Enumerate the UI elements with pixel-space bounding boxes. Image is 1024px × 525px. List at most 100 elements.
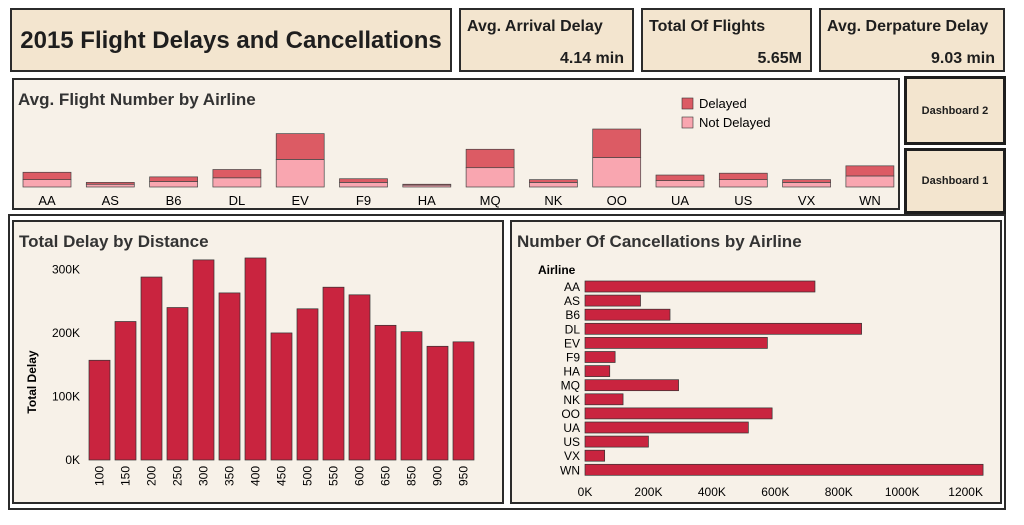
y-tick-label: UA: [563, 421, 580, 435]
bar: [400, 331, 423, 461]
kpi-value: 4.14 min: [559, 50, 624, 67]
y-tick-label: DL: [565, 322, 581, 336]
x-tick-label: 600: [353, 466, 367, 486]
x-tick-label: 900: [431, 466, 445, 486]
bar: [584, 365, 611, 377]
bar-delayed: [275, 133, 325, 160]
x-tick-label: B6: [166, 193, 182, 208]
bar-delayed: [592, 128, 642, 158]
x-tick-label: 800K: [825, 485, 853, 499]
x-tick-label: HA: [418, 193, 436, 208]
bar-not-delayed: [718, 179, 768, 188]
chart-title: Avg. Flight Number by Airline: [18, 90, 256, 109]
y-tick-label: F9: [566, 351, 580, 365]
bar: [584, 379, 679, 392]
x-tick-label: 850: [405, 466, 419, 486]
x-tick-label: VX: [798, 193, 816, 208]
bar: [348, 294, 371, 461]
bar-not-delayed: [782, 182, 831, 188]
x-tick-label: 550: [327, 466, 341, 486]
kpi-total-flights: Total Of Flights 5.65M: [641, 8, 812, 72]
bar: [192, 259, 215, 461]
x-tick-label: 150: [119, 466, 133, 486]
x-tick-label: AA: [38, 193, 56, 208]
x-tick-label: EV: [292, 193, 310, 208]
bar: [584, 407, 773, 420]
x-tick-label: 650: [379, 466, 393, 486]
x-tick-label: AS: [102, 193, 120, 208]
legend-not-delayed-swatch: [681, 116, 694, 129]
legend-not-delayed-label: Not Delayed: [699, 115, 771, 130]
x-tick-label: 600K: [761, 485, 789, 499]
bar-not-delayed: [212, 177, 262, 188]
kpi-arrival-delay: Avg. Arrival Delay 4.14 min: [459, 8, 634, 72]
kpi-departure-delay: Avg. Derpature Delay 9.03 min: [819, 8, 1005, 72]
x-tick-label: 950: [457, 466, 471, 486]
bar-delayed: [655, 174, 705, 181]
flights-by-airline-panel: Avg. Flight Number by Airline Delayed No…: [12, 78, 900, 210]
bar-delayed: [782, 179, 831, 183]
dashboard-1-button[interactable]: Dashboard 1: [904, 148, 1006, 214]
kpi-label: Avg. Arrival Delay: [467, 18, 603, 35]
bar: [140, 276, 163, 461]
bar-delayed: [212, 169, 262, 179]
kpi-value: 9.03 min: [930, 50, 995, 67]
bar-not-delayed: [592, 157, 642, 188]
dashboard-title: 2015 Flight Delays and Cancellations: [20, 27, 442, 54]
bar-not-delayed: [275, 159, 325, 188]
flights-by-airline-chart: Delayed Not Delayed AA AS B6 DL EV F9 HA MQ NK OO…: [22, 96, 895, 208]
x-tick-label: 300: [197, 466, 211, 486]
bar-not-delayed: [655, 180, 705, 188]
bar: [270, 332, 293, 461]
bar: [584, 435, 649, 448]
x-tick-label: 400: [249, 466, 263, 486]
x-tick-label: 1200K: [948, 485, 983, 499]
chart-title: Number Of Cancellations by Airline: [517, 232, 802, 251]
bar-not-delayed: [339, 182, 388, 188]
legend-delayed-label: Delayed: [699, 96, 747, 111]
bar-delayed: [149, 176, 198, 182]
x-tick-label: 0K: [578, 485, 593, 499]
y-tick-label: EV: [564, 336, 580, 350]
bar-not-delayed: [22, 179, 72, 188]
x-tick-label: 500: [301, 466, 315, 486]
x-tick-label: 350: [223, 466, 237, 486]
x-tick-label: DL: [229, 193, 246, 208]
bar-delayed: [402, 183, 452, 186]
bar: [88, 359, 111, 461]
bar: [584, 449, 606, 462]
bar: [584, 337, 768, 349]
bar: [166, 307, 189, 461]
bar: [584, 322, 862, 335]
dashboard-2-button[interactable]: Dashboard 2: [904, 76, 1006, 145]
bar-delayed: [22, 171, 72, 180]
y-axis-header: Airline: [538, 263, 576, 277]
bar: [218, 292, 241, 461]
x-tick-label: F9: [356, 193, 371, 208]
y-tick-label: AA: [564, 280, 580, 294]
bar-not-delayed: [149, 181, 198, 188]
x-tick-label: OO: [607, 193, 627, 208]
bar-not-delayed: [529, 182, 578, 188]
y-tick-label: B6: [565, 308, 580, 322]
y-tick-label: AS: [564, 294, 580, 308]
y-tick-label: 200K: [52, 326, 80, 340]
bar: [296, 308, 319, 461]
bar: [114, 321, 137, 461]
x-tick-label: 400K: [698, 485, 726, 499]
bar-not-delayed: [465, 167, 515, 188]
dashboard-title-panel: 2015 Flight Delays and Cancellations: [10, 8, 452, 72]
delay-by-distance-chart: Total Delay 0K 100K 200K 300K 100 150 200 250 30…: [25, 257, 475, 486]
bar-not-delayed: [85, 183, 135, 188]
x-tick-label: 450: [275, 466, 289, 486]
bar: [452, 341, 475, 461]
x-tick-label: 1000K: [885, 485, 920, 499]
y-tick-label: OO: [561, 407, 580, 421]
x-tick-label: 100: [93, 466, 107, 486]
y-tick-label: 0K: [65, 453, 80, 467]
x-tick-label: US: [734, 193, 752, 208]
bar-not-delayed: [845, 175, 895, 188]
y-tick-label: VX: [564, 449, 580, 463]
bar: [584, 463, 984, 476]
